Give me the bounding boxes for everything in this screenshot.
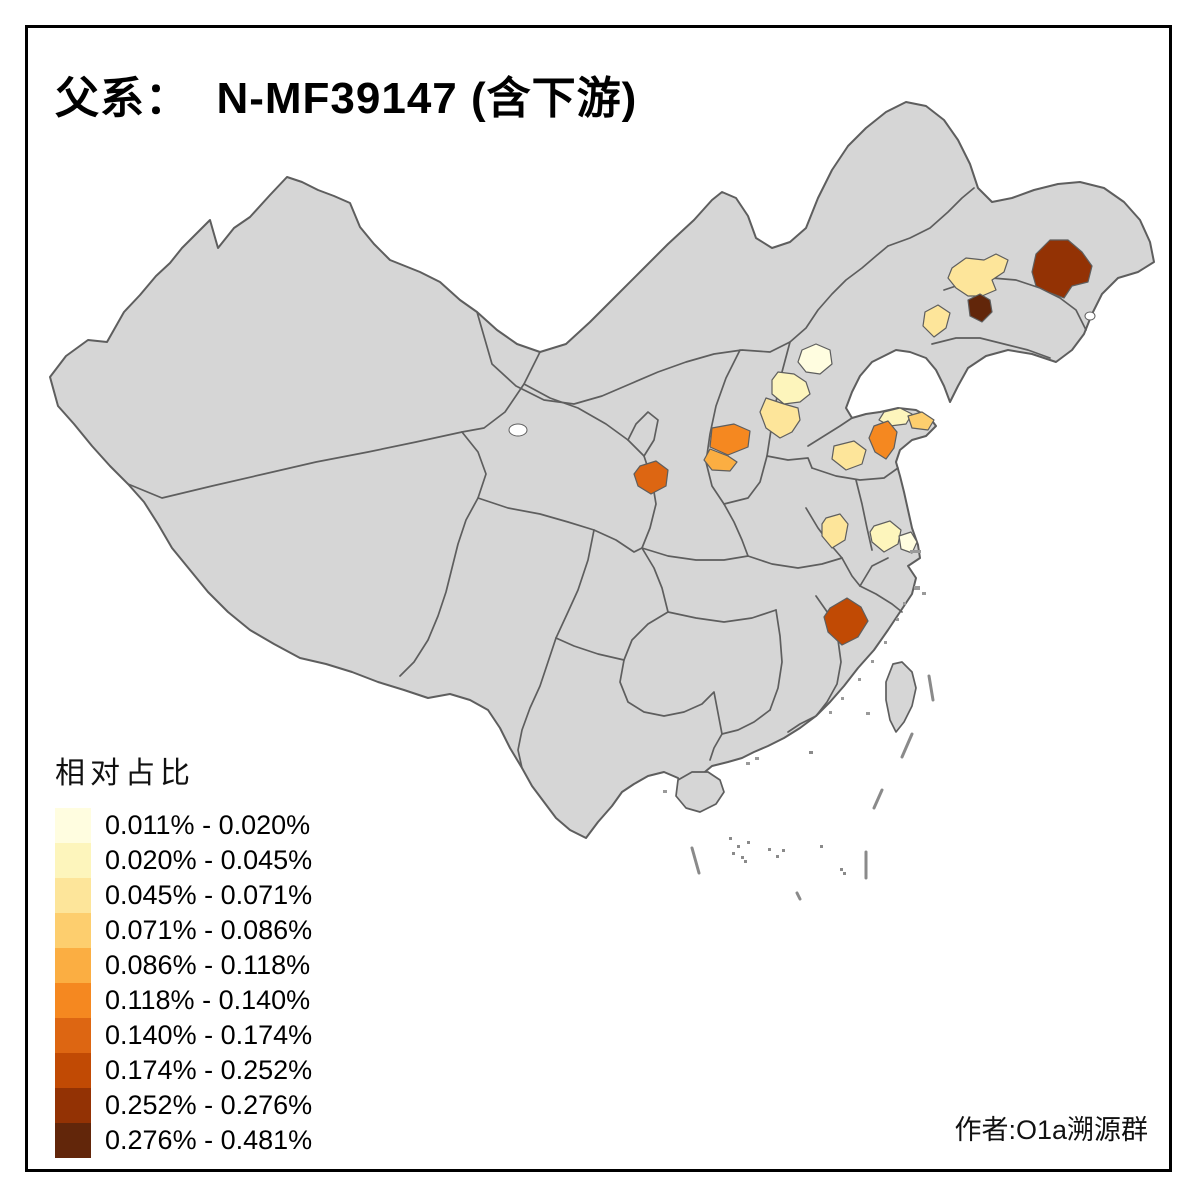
legend-row-2: 0.020% - 0.045% xyxy=(55,843,312,878)
legend-row-4: 0.071% - 0.086% xyxy=(55,913,312,948)
coastal-islets xyxy=(663,550,926,793)
legend-swatch-9 xyxy=(55,1088,91,1123)
legend-swatch-8 xyxy=(55,1053,91,1088)
lakes xyxy=(508,311,1096,437)
choropleth-region-r7 xyxy=(759,397,801,439)
hainan-island xyxy=(675,771,725,813)
islands xyxy=(675,661,917,813)
south-sea-islands xyxy=(729,751,846,875)
legend-label-6: 0.118% - 0.140% xyxy=(105,985,311,1015)
legend-label-3: 0.045% - 0.071% xyxy=(105,880,313,910)
legend-swatch-6 xyxy=(55,983,91,1018)
legend-label-5: 0.086% - 0.118% xyxy=(105,950,311,980)
choropleth-region-r16 xyxy=(869,520,902,553)
choropleth-region-r10 xyxy=(868,420,898,460)
choropleth-region-r12 xyxy=(709,423,751,456)
choropleth-regions xyxy=(633,239,1093,646)
choropleth-region-r6 xyxy=(771,371,811,405)
choropleth-region-r11 xyxy=(831,440,867,471)
legend-row-8: 0.174% - 0.252% xyxy=(55,1053,312,1088)
legend-label-9: 0.252% - 0.276% xyxy=(105,1090,313,1120)
choropleth-region-r14 xyxy=(633,460,669,495)
legend-row-3: 0.045% - 0.071% xyxy=(55,878,312,913)
legend-label-1: 0.011% - 0.020% xyxy=(105,810,311,840)
nine-dash-line xyxy=(690,674,935,901)
choropleth-region-r3 xyxy=(967,293,993,323)
legend-swatch-4 xyxy=(55,913,91,948)
taiwan-island xyxy=(885,661,917,733)
choropleth-region-r13 xyxy=(703,448,738,472)
legend-label-10: 0.276% - 0.481% xyxy=(105,1125,313,1155)
legend-row-6: 0.118% - 0.140% xyxy=(55,983,312,1018)
choropleth-region-r1 xyxy=(947,253,1009,297)
legend-row-5: 0.086% - 0.118% xyxy=(55,948,312,983)
mainland-landmass xyxy=(49,101,1155,839)
legend-row-1: 0.011% - 0.020% xyxy=(55,808,312,843)
choropleth-region-r5 xyxy=(797,343,833,375)
legend-label-2: 0.020% - 0.045% xyxy=(105,845,313,875)
legend-swatch-3 xyxy=(55,878,91,913)
legend-title: 相对占比 xyxy=(55,757,195,790)
choropleth-region-r17 xyxy=(898,531,918,554)
legend-label-4: 0.071% - 0.086% xyxy=(105,915,313,945)
legend-swatch-1 xyxy=(55,808,91,843)
page-title: 父系： N-MF39147 (含下游) xyxy=(55,74,638,123)
legend-label-7: 0.140% - 0.174% xyxy=(105,1020,313,1050)
legend-row-10: 0.276% - 0.481% xyxy=(55,1123,312,1158)
choropleth-region-r15 xyxy=(821,513,849,549)
legend-swatch-10 xyxy=(55,1123,91,1158)
legend-label-8: 0.174% - 0.252% xyxy=(105,1055,313,1085)
legend-swatch-2 xyxy=(55,843,91,878)
legend-swatch-5 xyxy=(55,948,91,983)
legend-row-9: 0.252% - 0.276% xyxy=(55,1088,312,1123)
choropleth-region-r2 xyxy=(1031,239,1093,299)
legend: 相对占比 0.011% - 0.020% 0.020% - 0.045% 0.045… xyxy=(55,748,312,1158)
legend-row-7: 0.140% - 0.174% xyxy=(55,1018,312,1053)
legend-rows: 0.011% - 0.020% 0.020% - 0.045% 0.045% - 0… xyxy=(55,808,312,1158)
choropleth-region-r4 xyxy=(922,304,951,338)
choropleth-region-r9 xyxy=(907,411,935,431)
attribution: 作者:O1a溯源群 xyxy=(954,1115,1148,1145)
choropleth-region-r18 xyxy=(823,597,869,646)
legend-swatch-7 xyxy=(55,1018,91,1053)
